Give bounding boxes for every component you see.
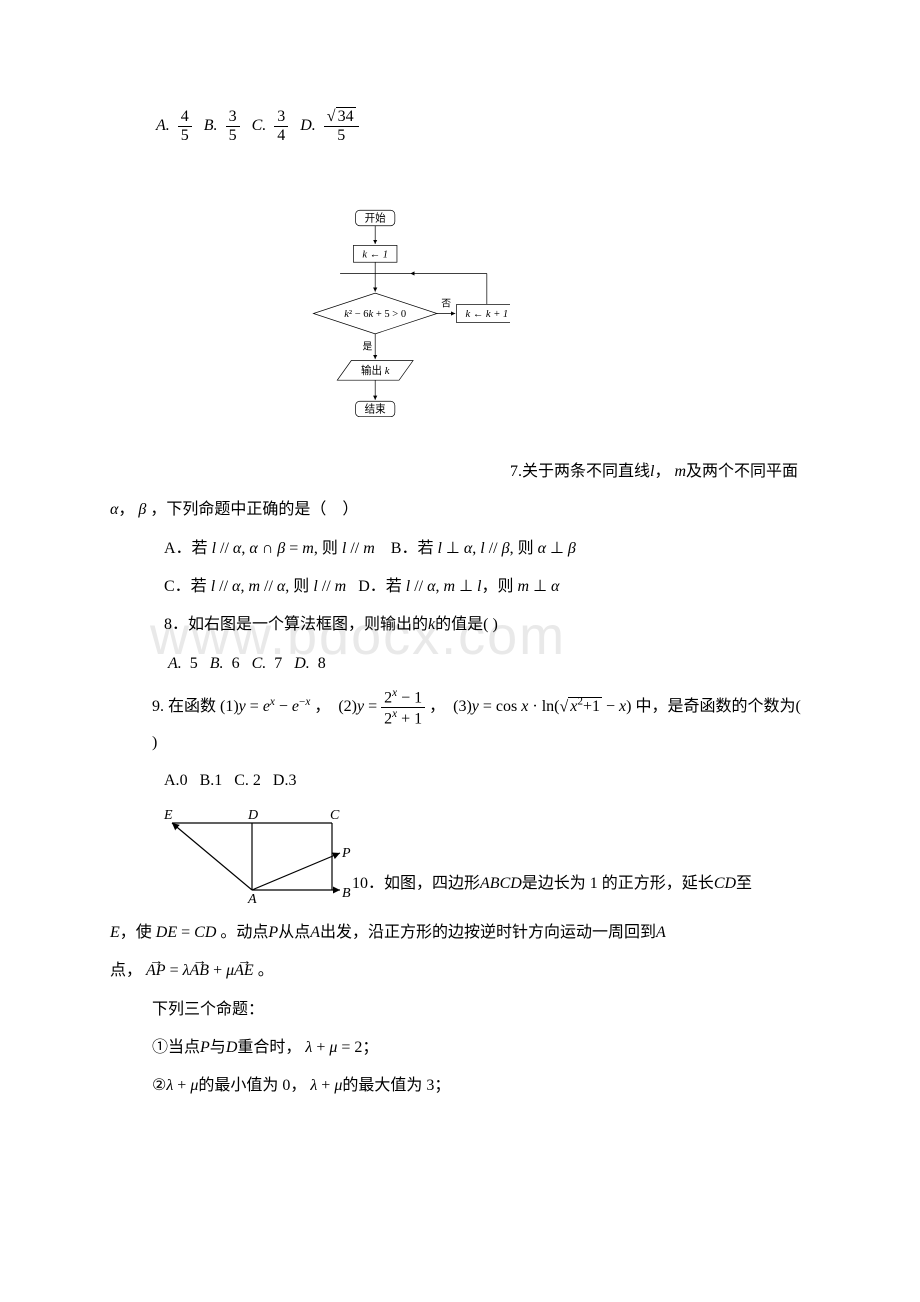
q8-stem: 8．如右图是一个算法框图，则输出的k的值是( ) [110, 610, 810, 640]
q9-stem: 9. 在函数 (1)y = ex − e−x ， (2)y = 2x − 12x… [110, 687, 810, 758]
svg-text:k ← 1: k ← 1 [362, 250, 388, 261]
q10-diagram: E D C P B A [152, 805, 352, 905]
q10-three-prop: 下列三个命题： [110, 995, 810, 1025]
q7-stem-tail: α， β ，下列命题中正确的是（ ） [110, 495, 810, 525]
q7-lead: 7.关于两条不同直线l， m及两个不同平面 [510, 457, 798, 487]
q10-p2: ②λ + μ的最小值为 0， λ + μ的最大值为 3； [110, 1071, 810, 1101]
q10-stem-3: 点， →AP = λ→AB + μ→AE 。 [110, 956, 810, 986]
q10-p1: ①当点P与D重合时， λ + μ = 2； [110, 1033, 810, 1063]
q9-options: A.0 B.1 C. 2 D.3 [110, 766, 810, 796]
svg-text:开始: 开始 [365, 212, 387, 225]
svg-text:是: 是 [363, 340, 373, 352]
svg-text:否: 否 [441, 298, 451, 310]
svg-text:结束: 结束 [365, 403, 387, 416]
q7-row2: C．若 l // α, m // α, 则 l // m D．若 l // α,… [110, 572, 810, 602]
q10-stem-1: 10．如图，四边形ABCD是边长为 1 的正方形，延长CD至 [352, 869, 752, 901]
svg-text:k ← k + 1: k ← k + 1 [465, 309, 508, 320]
q6-options: A. 45 B. 35 C. 34 D. √345 [110, 108, 810, 144]
svg-text:D: D [247, 808, 258, 823]
q10-stem-2: E，使 DE = CD 。动点P从点A出发，沿正方形的边按逆时针方向运动一周回到… [110, 918, 810, 948]
svg-text:k² − 6k + 5 > 0: k² − 6k + 5 > 0 [344, 309, 406, 320]
q7-row1: A．若 l // α, α ∩ β = m, 则 l // m B．若 l ⊥ … [110, 534, 810, 564]
q8-options: A. 5 B. 6 C. 7 D. 8 [110, 649, 810, 679]
svg-text:输出 k: 输出 k [361, 364, 390, 377]
svg-text:B: B [342, 886, 351, 901]
svg-text:A: A [247, 892, 257, 905]
svg-text:E: E [163, 808, 173, 823]
svg-text:C: C [330, 808, 340, 823]
flowchart-svg: 开始 k ← 1 k² − 6k + 5 > 0 否 k [180, 152, 510, 482]
svg-text:P: P [341, 846, 351, 861]
